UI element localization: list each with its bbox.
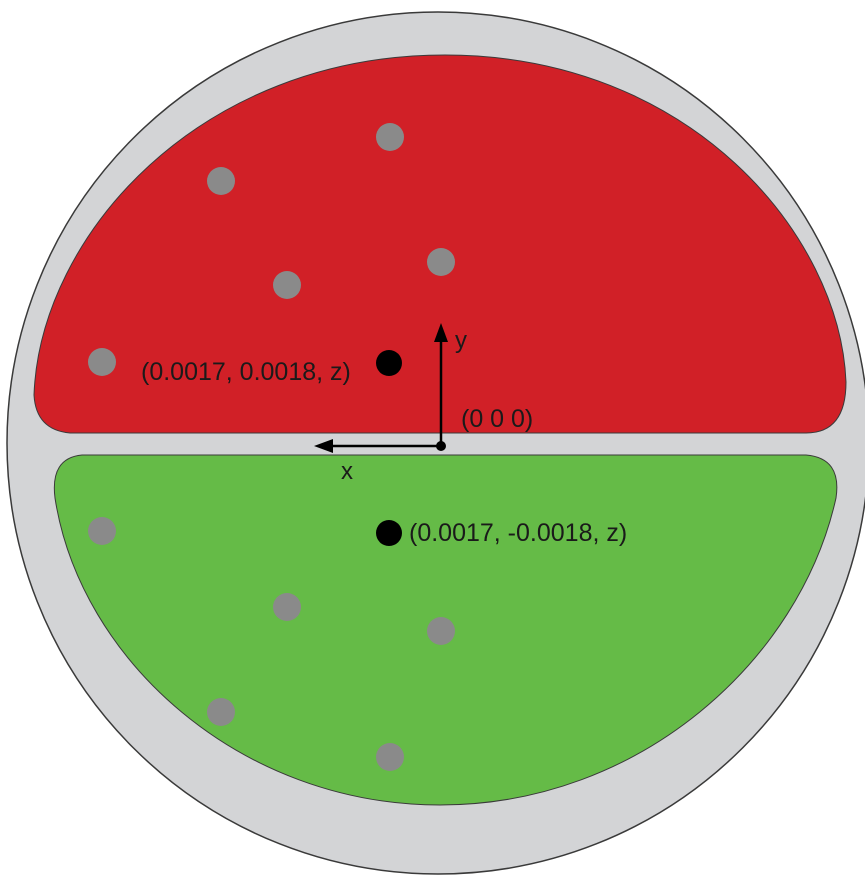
grey-marker: [427, 617, 455, 645]
upper-point-label: (0.0017, 0.0018, z): [141, 358, 351, 386]
grey-marker: [427, 248, 455, 276]
origin-label: (0 0 0): [461, 405, 533, 433]
grey-marker: [207, 698, 235, 726]
upper-reference-point: [376, 350, 402, 376]
origin-point: [436, 441, 446, 451]
lower-point-label: (0.0017, -0.0018, z): [409, 519, 627, 547]
coordinate-axes: [314, 323, 448, 453]
grey-marker: [207, 167, 235, 195]
grey-marker: [376, 123, 404, 151]
y-axis-label: y: [455, 327, 467, 354]
x-axis-arrowhead: [314, 439, 333, 453]
grey-marker: [273, 593, 301, 621]
lower-reference-point: [376, 520, 402, 546]
grey-marker: [88, 348, 116, 376]
grey-marker: [88, 517, 116, 545]
upper-region: [33, 54, 847, 434]
x-axis-label: x: [341, 458, 353, 485]
upper-grey-markers: [88, 123, 455, 376]
grey-marker: [273, 271, 301, 299]
y-axis-arrowhead: [434, 323, 448, 342]
lower-grey-markers: [88, 517, 455, 771]
grey-marker: [376, 743, 404, 771]
